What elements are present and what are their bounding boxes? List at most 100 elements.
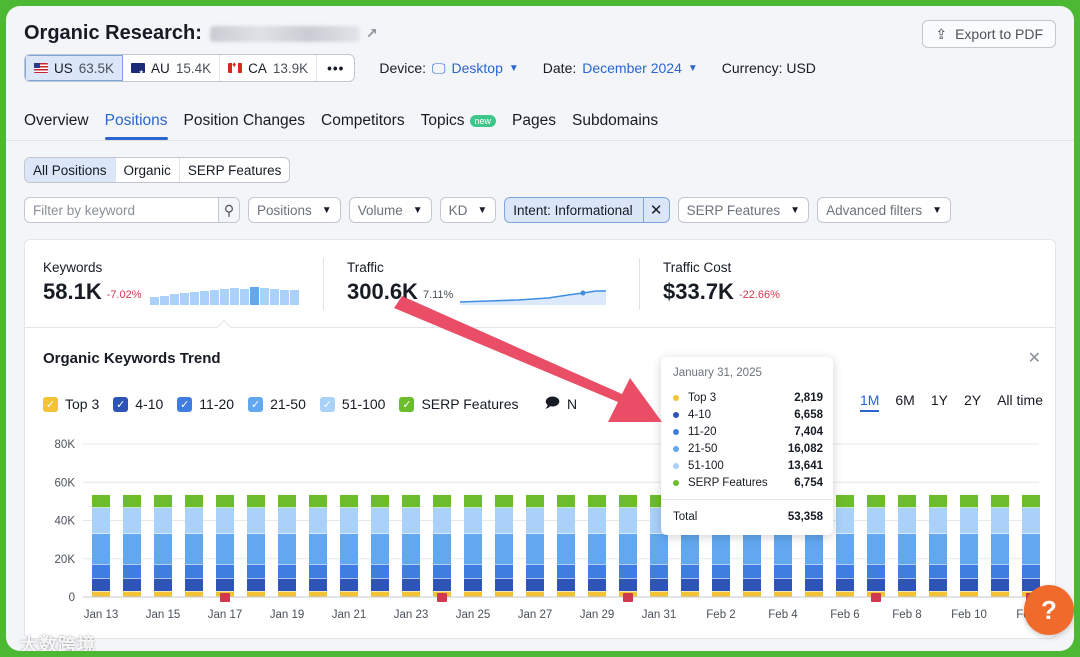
bar-segment: [619, 578, 637, 592]
period-2y[interactable]: 2Y: [963, 392, 982, 408]
period-selector: 1M 6M 1Y 2Y All time: [859, 392, 1043, 412]
bar-segment: [495, 533, 513, 565]
period-1y[interactable]: 1Y: [930, 392, 948, 408]
bar-segment: [526, 578, 544, 592]
export-pdf-button[interactable]: ⇪ Export to PDF: [922, 20, 1056, 48]
traffic-metric[interactable]: Traffic 300.6K 7.11%: [347, 260, 608, 305]
db-tab-au[interactable]: AU 15.4K: [123, 55, 221, 81]
bar-segment: [371, 494, 389, 508]
tab-subdomains[interactable]: Subdomains: [571, 112, 659, 129]
db-tab-us[interactable]: US 63.5K: [25, 55, 124, 81]
bar-segment: [1022, 494, 1040, 508]
position-type-tabs: All Positions Organic SERP Features: [24, 157, 291, 183]
bar-segment: [650, 591, 668, 597]
bar-segment: [650, 564, 668, 579]
checkbox-icon: ✓: [177, 396, 193, 412]
clear-filter-icon[interactable]: ✕: [642, 198, 669, 222]
bar-segment: [154, 494, 172, 508]
keyword-search-input[interactable]: [25, 198, 218, 222]
serp-features-filter[interactable]: SERP Features ▼: [677, 197, 810, 223]
page-title: Organic Research: ↗: [24, 22, 378, 44]
bar-segment: [557, 578, 575, 592]
tab-overview[interactable]: Overview: [24, 112, 89, 129]
legend-serp-features[interactable]: ✓ SERP Features: [399, 396, 518, 412]
bar-segment: [867, 578, 885, 592]
kd-filter[interactable]: KD ▼: [439, 197, 497, 223]
subtab-organic[interactable]: Organic: [116, 158, 180, 182]
bar-segment: [185, 578, 203, 592]
legend-11-20[interactable]: ✓ 11-20: [177, 396, 234, 412]
intent-filter[interactable]: Intent: Informational ✕: [504, 197, 670, 223]
subtab-serp-features[interactable]: SERP Features: [187, 162, 282, 178]
bar-segment: [154, 533, 172, 565]
bar-segment: [836, 591, 854, 597]
bar-segment: [185, 494, 203, 508]
legend-top3[interactable]: ✓ Top 3: [43, 396, 99, 412]
bar-segment: [247, 494, 265, 508]
bar-segment: [92, 564, 110, 579]
bar-segment: [929, 578, 947, 592]
positions-filter[interactable]: Positions ▼: [248, 197, 341, 223]
bar-segment: [929, 591, 947, 597]
legend-21-50[interactable]: ✓ 21-50: [248, 396, 306, 412]
legend-4-10[interactable]: ✓ 4-10: [113, 396, 163, 412]
close-icon[interactable]: ✕: [1027, 350, 1041, 367]
legend-51-100[interactable]: ✓ 51-100: [319, 396, 385, 412]
bar-segment: [340, 578, 358, 592]
bar-segment: [340, 564, 358, 579]
bar-segment: [247, 507, 265, 534]
date-selector[interactable]: Date: December 2024 ▼: [542, 60, 698, 76]
watermark-text: 大数跨境: [20, 635, 96, 651]
bar-segment: [743, 564, 761, 579]
bar-segment: [154, 578, 172, 592]
x-tick-label: Jan 19: [270, 609, 305, 621]
tab-pages[interactable]: Pages: [512, 112, 556, 129]
volume-filter[interactable]: Volume ▼: [348, 197, 432, 223]
advanced-filters[interactable]: Advanced filters ▼: [817, 197, 952, 223]
bar-segment: [712, 578, 730, 592]
bar-segment: [464, 578, 482, 592]
bar-segment: [991, 564, 1009, 579]
tooltip-row: 21-50 16,082: [673, 440, 823, 457]
tooltip-total: Total 53,358: [673, 510, 823, 523]
results-card: Keywords 58.1K -7.02%: [24, 239, 1056, 639]
bar-segment: [185, 533, 203, 565]
chart-tooltip: January 31, 2025 Top 3 2,819 4-10 6,658 11…: [661, 357, 833, 535]
bar-segment: [960, 578, 978, 592]
bar-segment: [805, 578, 823, 592]
period-6m[interactable]: 6M: [895, 392, 915, 408]
bar-segment: [464, 533, 482, 565]
x-tick-label: Feb 4: [768, 609, 798, 621]
bar-segment: [712, 591, 730, 597]
bar-segment: [650, 578, 668, 592]
subtab-all-positions[interactable]: All Positions: [25, 158, 116, 182]
bar-segment: [340, 494, 358, 508]
keywords-metric[interactable]: Keywords 58.1K -7.02%: [43, 260, 304, 305]
period-1m[interactable]: 1M: [859, 392, 880, 412]
bar-segment: [557, 494, 575, 508]
tab-positions[interactable]: Positions: [104, 112, 168, 140]
bar-segment: [526, 591, 544, 597]
bar-segment: [588, 578, 606, 592]
device-selector[interactable]: Device: 🖵 Desktop ▼: [379, 59, 519, 77]
keywords-sparkline: [149, 287, 299, 305]
tab-competitors[interactable]: Competitors: [321, 112, 405, 129]
bar-segment: [557, 591, 575, 597]
period-all-time[interactable]: All time: [997, 392, 1043, 408]
x-tick-label: Jan 31: [642, 609, 677, 621]
traffic-cost-metric[interactable]: Traffic Cost $33.7K -22.66%: [663, 260, 780, 304]
tab-topics[interactable]: Topics new: [421, 112, 497, 140]
more-databases-button[interactable]: •••: [327, 60, 345, 76]
chevron-down-icon: ▼: [932, 204, 943, 216]
bar-segment: [464, 507, 482, 534]
search-icon[interactable]: ⚲: [218, 198, 239, 222]
external-link-icon[interactable]: ↗: [365, 25, 378, 41]
x-tick-label: Jan 15: [146, 609, 181, 621]
db-tab-ca[interactable]: CA 13.9K: [220, 55, 318, 81]
bar-segment: [247, 533, 265, 565]
legend-notes[interactable]: 🗩 N: [532, 392, 577, 416]
bar-segment: [402, 494, 420, 508]
help-button[interactable]: ?: [1024, 585, 1074, 635]
keywords-trend-chart[interactable]: 0 20K 40K 60K 80K Jan 13 Jan 15 Jan 17 Jan 19 Jan…: [25, 430, 1055, 636]
tab-position-changes[interactable]: Position Changes: [183, 112, 306, 129]
